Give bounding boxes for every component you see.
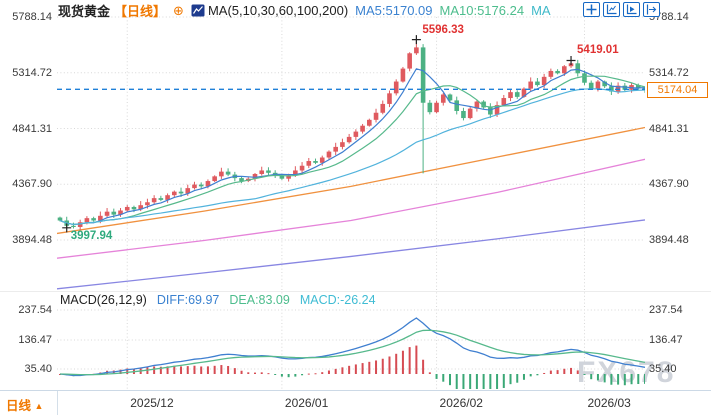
recent-high-annotation: 5419.01 (577, 44, 619, 57)
ma30-value-label: MA (531, 2, 551, 18)
diff-value-label: DIFF:69.97 (156, 293, 220, 307)
triangle-up-icon: ▲ (34, 401, 44, 411)
price-axis-label-right: 5314.72 (649, 66, 689, 79)
ma-settings-label: MA(5,10,30,60,100,200) (207, 2, 349, 18)
time-axis-bar: 日线 ▲ 2025/12 2026/01 2026/02 2026/03 (0, 390, 711, 415)
price-axis-label-right: 237.54 (649, 304, 683, 316)
price-axis-label-left: 237.54 (18, 304, 52, 316)
price-axis-label-left: 3894.48 (12, 234, 52, 246)
axis-scale-icon[interactable] (603, 2, 620, 17)
price-axis-label-right: 136.47 (649, 334, 683, 346)
price-axis-label-left: 5788.14 (12, 11, 52, 23)
date-label: 2026/01 (284, 396, 329, 410)
price-axis-label-right: 35.40 (649, 363, 677, 375)
ma10-value-label: MA10:5176.24 (439, 2, 525, 18)
price-axis-label-right: 3894.48 (649, 234, 689, 246)
macd-value-label: MACD:-26.24 (299, 293, 376, 307)
price-axis-label-right: 4367.90 (649, 178, 689, 191)
price-axis-label-left: 5314.72 (12, 66, 52, 79)
pan-right-icon[interactable] (643, 2, 660, 17)
low-price-annotation: 3997.94 (70, 229, 113, 242)
playback-icon[interactable] (623, 2, 640, 17)
chart-toolbar (583, 2, 660, 17)
period-tag: 【日线】 (114, 3, 167, 19)
symbol-name: 现货黄金 (58, 3, 111, 19)
axis-divider (57, 391, 58, 415)
chart-header: 现货黄金 【日线】 ⊕ MA(5,10,30,60,100,200) MA5:5… (58, 2, 551, 19)
ma5-value-label: MA5:5170.09 (355, 2, 433, 18)
price-axis-label-left: 4841.31 (12, 122, 52, 135)
date-label: 2025/12 (130, 396, 174, 410)
date-label: 2026/03 (587, 396, 631, 410)
macd-legend: MACD(26,12,9) DIFF:69.97 DEA:83.09 MACD:… (60, 293, 376, 307)
macd-title: MACD(26,12,9) (60, 293, 147, 307)
crosshair-icon[interactable] (583, 2, 600, 17)
price-axis-label-left: 136.47 (18, 334, 52, 346)
high-price-annotation: 5596.33 (422, 23, 464, 36)
period-selector[interactable]: 日线 ▲ (6, 395, 43, 414)
price-axis-label-left: 4367.90 (12, 178, 52, 191)
current-price-badge: 5174.04 (647, 82, 708, 99)
period-label: 日线 (6, 399, 32, 413)
add-indicator-icon[interactable]: ⊕ (173, 2, 184, 18)
price-axis-label-right: 4841.31 (649, 122, 689, 135)
price-axis-label-left: 35.40 (24, 363, 52, 375)
dea-value-label: DEA:83.09 (229, 293, 290, 307)
mini-chart-icon (191, 4, 205, 16)
date-label: 2026/02 (439, 396, 483, 410)
